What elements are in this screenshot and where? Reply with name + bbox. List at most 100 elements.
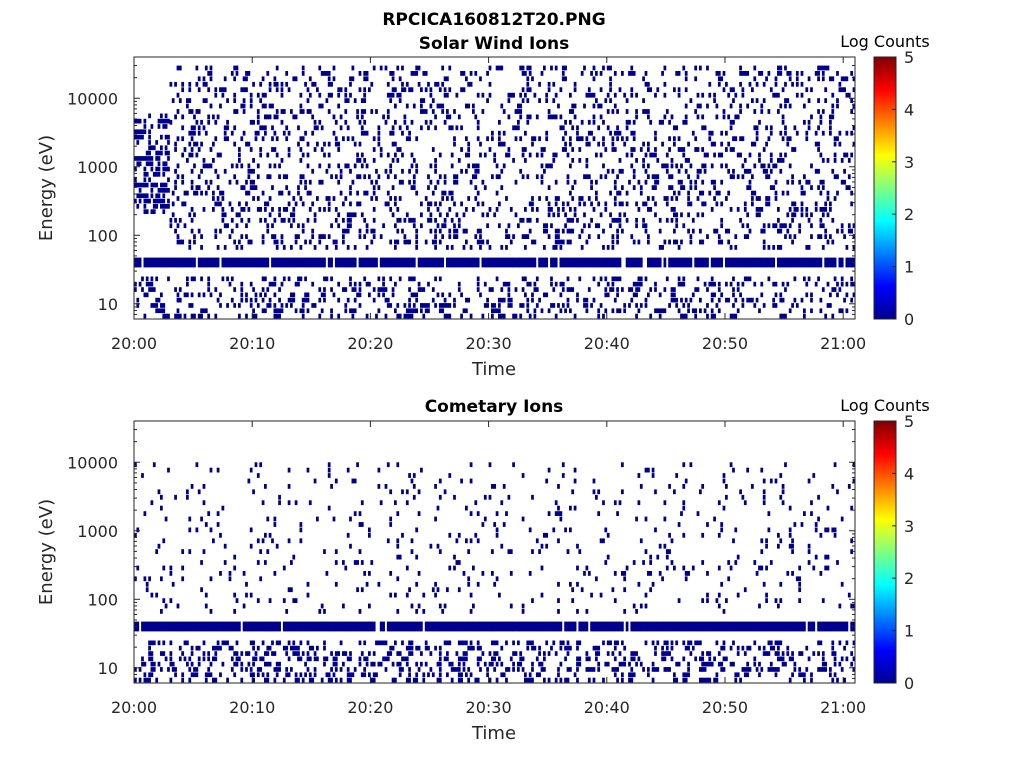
heatmap-cell xyxy=(715,621,719,632)
heatmap-cell xyxy=(836,560,839,565)
heatmap-cell xyxy=(805,645,809,651)
heatmap-cell xyxy=(649,207,653,212)
heatmap-cell xyxy=(197,125,201,131)
heatmap-cell xyxy=(325,245,329,250)
heatmap-cell xyxy=(543,651,546,656)
heatmap-cell xyxy=(204,522,208,527)
heatmap-cell xyxy=(334,478,338,484)
heatmap-cell xyxy=(684,478,688,484)
heatmap-cell xyxy=(266,516,270,522)
heatmap-cell xyxy=(219,190,222,196)
heatmap-cell xyxy=(301,228,305,234)
heatmap-cell xyxy=(254,651,258,656)
heatmap-cell xyxy=(323,609,326,614)
heatmap-cell xyxy=(559,640,563,646)
heatmap-cell xyxy=(663,287,667,292)
heatmap-cell xyxy=(174,217,177,223)
heatmap-cell xyxy=(327,234,331,239)
heatmap-cell xyxy=(736,152,740,158)
heatmap-cell xyxy=(377,141,381,147)
heatmap-cell xyxy=(585,308,589,314)
heatmap-cell xyxy=(434,201,437,207)
heatmap-cell xyxy=(403,313,407,319)
heatmap-cell xyxy=(557,239,560,245)
heatmap-cell xyxy=(434,516,437,522)
heatmap-cell xyxy=(370,239,374,245)
heatmap-cell xyxy=(621,571,624,576)
heatmap-cell xyxy=(644,603,648,609)
heatmap-cell xyxy=(791,621,794,632)
heatmap-cell xyxy=(720,667,724,672)
heatmap-cell xyxy=(443,640,447,646)
heatmap-cell xyxy=(682,505,686,511)
heatmap-cell xyxy=(401,621,404,632)
heatmap-cell xyxy=(342,136,345,142)
heatmap-cell xyxy=(590,621,593,632)
heatmap-cell xyxy=(349,677,352,683)
heatmap-cell xyxy=(398,179,402,185)
heatmap-cell xyxy=(493,257,497,268)
heatmap-cell xyxy=(412,292,416,298)
heatmap-cell xyxy=(696,103,700,109)
heatmap-cell xyxy=(483,621,487,632)
heatmap-cell xyxy=(630,147,634,152)
heatmap-cell xyxy=(472,621,475,632)
heatmap-cell xyxy=(264,484,267,489)
heatmap-cell xyxy=(287,621,291,632)
heatmap-cell xyxy=(540,163,544,169)
heatmap-cell xyxy=(500,313,504,319)
heatmap-cell xyxy=(455,228,459,234)
heatmap-cell xyxy=(682,257,686,268)
heatmap-cell xyxy=(219,621,222,632)
heatmap-cell xyxy=(434,276,437,282)
heatmap-cell xyxy=(566,645,570,651)
heatmap-cell xyxy=(264,217,267,223)
heatmap-cell xyxy=(779,130,783,136)
heatmap-cell xyxy=(824,313,828,319)
heatmap-cell xyxy=(351,308,355,314)
heatmap-cell xyxy=(365,130,369,136)
heatmap-cell xyxy=(138,188,142,193)
heatmap-cell xyxy=(486,257,489,268)
heatmap-cell xyxy=(703,201,707,207)
heatmap-cell xyxy=(372,147,376,152)
heatmap-cell xyxy=(800,522,804,527)
heatmap-cell xyxy=(346,257,350,268)
heatmap-cell xyxy=(162,193,166,199)
heatmap-cell xyxy=(819,207,823,212)
heatmap-cell xyxy=(774,81,778,87)
heatmap-cell xyxy=(800,651,804,656)
heatmap-cell xyxy=(635,287,638,292)
heatmap-cell xyxy=(290,223,293,229)
heatmap-cell xyxy=(833,462,837,468)
heatmap-cell xyxy=(821,667,825,672)
heatmap-cell xyxy=(531,239,534,245)
heatmap-cell xyxy=(580,587,584,593)
heatmap-cell xyxy=(193,313,196,319)
heatmap-cell xyxy=(769,185,773,190)
heatmap-cell xyxy=(604,661,608,667)
heatmap-cell xyxy=(725,147,728,152)
heatmap-cell xyxy=(583,201,586,207)
heatmap-cell xyxy=(346,223,350,229)
heatmap-cell xyxy=(623,587,627,593)
heatmap-cell xyxy=(751,190,754,196)
heatmap-cell xyxy=(370,81,374,87)
heatmap-cell xyxy=(351,672,355,678)
heatmap-cell xyxy=(791,212,794,218)
heatmap-cell xyxy=(628,287,631,292)
heatmap-cell xyxy=(327,621,331,632)
heatmap-cell xyxy=(751,484,754,489)
heatmap-cell xyxy=(547,114,551,120)
heatmap-cell xyxy=(550,276,553,282)
heatmap-cell xyxy=(259,549,263,554)
heatmap-cell xyxy=(571,147,575,152)
heatmap-cell xyxy=(668,484,671,489)
heatmap-cell xyxy=(351,313,355,319)
heatmap-cell xyxy=(840,228,844,234)
heatmap-cell xyxy=(578,136,582,142)
heatmap-cell xyxy=(618,212,622,218)
heatmap-cell xyxy=(453,554,456,560)
heatmap-cell xyxy=(677,257,681,268)
